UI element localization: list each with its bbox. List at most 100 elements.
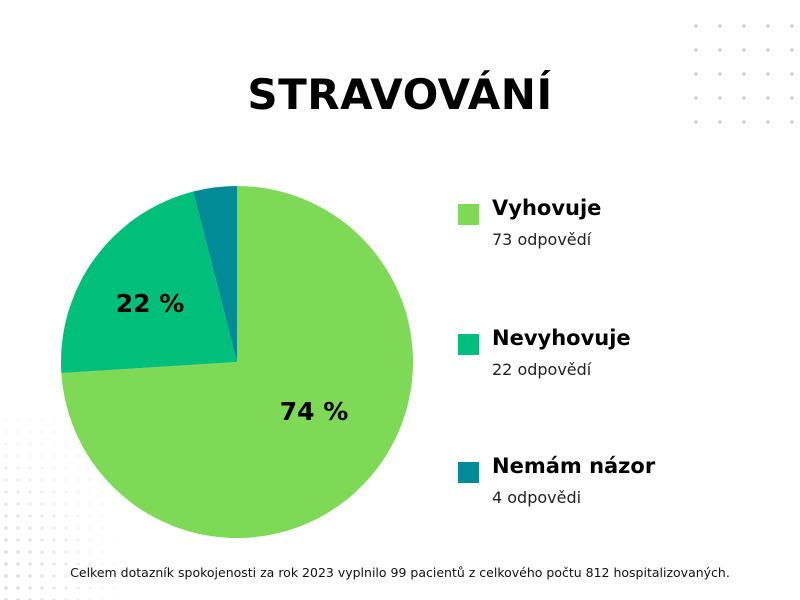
legend-label: Nemám názor [492, 454, 656, 478]
pie-slice-label: 22 % [116, 289, 185, 318]
decorative-dot [76, 466, 80, 470]
decorative-dot [52, 478, 56, 482]
decorative-dot [16, 586, 20, 590]
decorative-dot [790, 120, 794, 124]
decorative-dot [100, 574, 104, 578]
decorative-dot [52, 418, 56, 422]
decorative-dot [88, 550, 92, 554]
decorative-dot [28, 430, 32, 434]
decorative-dot [76, 490, 80, 494]
decorative-dot [52, 550, 56, 554]
decorative-dot [28, 538, 32, 542]
decorative-dot [40, 478, 44, 482]
decorative-dot [112, 514, 116, 518]
decorative-dot [100, 514, 104, 518]
decorative-dot [88, 538, 92, 542]
decorative-dot [16, 490, 20, 494]
decorative-dot [64, 574, 68, 578]
decorative-dot [52, 574, 56, 578]
decorative-dot [64, 514, 68, 518]
decorative-dot [718, 72, 722, 76]
decorative-dot [790, 72, 794, 76]
decorative-dot [76, 442, 80, 446]
decorative-dot [112, 538, 116, 542]
decorative-dot [718, 96, 722, 100]
decorative-dot [52, 586, 56, 590]
decorative-dot [4, 550, 8, 554]
decorative-dot [742, 48, 746, 52]
pie-slice-vyhovuje [61, 186, 414, 539]
decorative-dot [88, 478, 92, 482]
decorative-dot [88, 574, 92, 578]
decorative-dot [64, 442, 68, 446]
decorative-dot [40, 442, 44, 446]
decorative-dot [4, 502, 8, 506]
decorative-dot [112, 550, 116, 554]
decorative-dot [16, 430, 20, 434]
decorative-dot [52, 526, 56, 530]
decorative-dot [40, 574, 44, 578]
decorative-dot [742, 96, 746, 100]
decorative-dot [88, 514, 92, 518]
decorative-dot [28, 490, 32, 494]
decorative-dot [790, 96, 794, 100]
chart-title: STRAVOVÁNÍ [247, 70, 553, 119]
decorative-dot [112, 562, 116, 566]
decorative-dot [52, 466, 56, 470]
decorative-dot [52, 514, 56, 518]
decorative-dot [40, 490, 44, 494]
decorative-dot [76, 538, 80, 542]
decorative-dot [64, 562, 68, 566]
legend-count: 73 odpovědí [492, 230, 592, 249]
decorative-dot [112, 526, 116, 530]
decorative-dot [16, 514, 20, 518]
decorative-dot [52, 502, 56, 506]
decorative-dot [40, 562, 44, 566]
decorative-dot [16, 466, 20, 470]
legend-swatch [458, 334, 479, 355]
decorative-dot [100, 490, 104, 494]
decorative-dot [4, 442, 8, 446]
decorative-dot [16, 526, 20, 530]
decorative-dot [4, 418, 8, 422]
decorative-dot [40, 550, 44, 554]
decorative-dot [100, 562, 104, 566]
decorative-dot [28, 586, 32, 590]
decorative-dot [64, 490, 68, 494]
decorative-dot [88, 502, 92, 506]
decorative-dot [28, 466, 32, 470]
decorative-dot [16, 406, 20, 410]
decorative-dot [76, 478, 80, 482]
decorative-dot-grid [4, 406, 116, 600]
decorative-dot [76, 574, 80, 578]
decorative-dot [40, 466, 44, 470]
decorative-dot [40, 586, 44, 590]
decorative-dot [100, 478, 104, 482]
decorative-dot [16, 574, 20, 578]
decorative-dot [694, 48, 698, 52]
decorative-dot [52, 442, 56, 446]
decorative-dot [766, 120, 770, 124]
legend-count: 22 odpovědí [492, 360, 592, 379]
decorative-dot [28, 502, 32, 506]
pie-slice-nevyhovuje [61, 191, 237, 374]
decorative-dot [40, 454, 44, 458]
decorative-dot [28, 514, 32, 518]
decorative-dot [28, 562, 32, 566]
decorative-dot [790, 24, 794, 28]
decorative-dot [16, 550, 20, 554]
decorative-dot [100, 550, 104, 554]
decorative-dot [694, 120, 698, 124]
decorative-dot [100, 538, 104, 542]
decorative-dot [16, 502, 20, 506]
decorative-dot [88, 586, 92, 590]
decorative-dot [64, 538, 68, 542]
decorative-dot [766, 24, 770, 28]
decorative-dot [718, 48, 722, 52]
decorative-dot [40, 430, 44, 434]
decorative-dot [16, 454, 20, 458]
decorative-dot [76, 502, 80, 506]
decorative-dot [16, 538, 20, 542]
decorative-dot [40, 538, 44, 542]
